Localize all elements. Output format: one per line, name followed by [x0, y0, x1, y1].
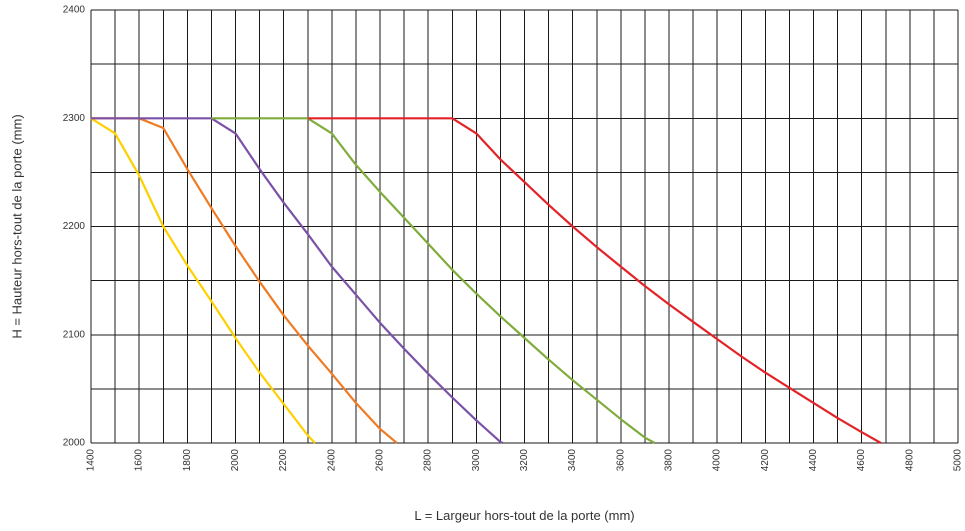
series-line-3: [91, 117, 504, 444]
series-line-1: [90, 117, 316, 444]
series-line-2: [91, 117, 398, 444]
x-tick-label: 1400: [86, 449, 97, 472]
y-tick-label: 2300: [63, 113, 86, 124]
x-tick-label: 4800: [904, 449, 915, 472]
y-tick-label: 2100: [63, 329, 86, 340]
x-tick-label: 1800: [182, 449, 193, 472]
series-layer: [90, 117, 882, 444]
y-tick-label: 2400: [63, 5, 86, 16]
x-tick-label: 3200: [519, 449, 530, 472]
grid: [90, 9, 959, 444]
x-tick-label: 3000: [471, 449, 482, 472]
y-tick-label: 2000: [63, 438, 86, 449]
x-tick-label: 4200: [760, 449, 771, 472]
x-tick-label: 2600: [375, 449, 386, 472]
x-tick-label: 3800: [664, 449, 675, 472]
x-tick-labels: 1400 1600 1800 2000 2200 2400 2600 2800 3000 3200…: [86, 449, 964, 472]
x-tick-label: 3600: [615, 449, 626, 472]
x-tick-label: 2800: [423, 449, 434, 472]
x-tick-label: 4600: [856, 449, 867, 472]
y-tick-label: 2200: [63, 221, 86, 232]
x-tick-label: 2200: [278, 449, 289, 472]
x-tick-label: 2400: [326, 449, 337, 472]
x-axis-title: L = Largeur hors-tout de la porte (mm): [414, 508, 634, 523]
series-line-5: [307, 117, 882, 444]
x-tick-label: 1600: [134, 449, 145, 472]
series-line-4: [211, 117, 656, 444]
y-tick-labels: 2000 2100 2200 2300 2400: [63, 5, 86, 449]
x-tick-label: 2000: [230, 449, 241, 472]
x-tick-label: 5000: [953, 449, 964, 472]
x-tick-label: 3400: [567, 449, 578, 472]
x-tick-label: 4000: [712, 449, 723, 472]
y-axis-title: H = Hauteur hors-tout de la porte (mm): [10, 114, 25, 338]
x-tick-label: 4400: [808, 449, 819, 472]
